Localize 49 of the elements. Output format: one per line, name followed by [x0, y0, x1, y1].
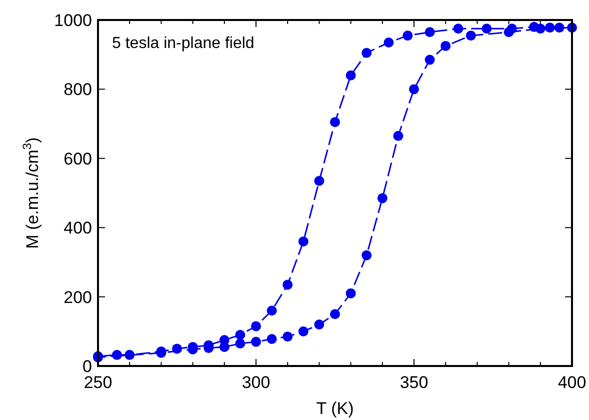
point: [466, 30, 476, 41]
point: [298, 236, 308, 246]
point: [330, 117, 340, 128]
point: [504, 27, 514, 38]
point: [453, 24, 464, 34]
point: [251, 336, 261, 347]
point: [362, 48, 372, 58]
x-axis-title: T (K): [316, 399, 354, 418]
x-tick-label: 350: [400, 373, 428, 392]
point: [330, 309, 340, 320]
x-tick-label: 300: [242, 373, 270, 392]
point: [266, 306, 277, 316]
y-tick-label: 600: [64, 149, 92, 168]
point: [362, 250, 372, 260]
point: [235, 330, 246, 340]
point: [384, 37, 394, 48]
y-tick-label: 800: [64, 80, 92, 100]
y-tick-label: 1000: [54, 10, 92, 30]
point: [172, 344, 182, 354]
x-tick-label: 250: [84, 373, 112, 392]
point: [544, 22, 555, 33]
point: [282, 332, 293, 342]
point: [402, 30, 413, 41]
point: [266, 334, 277, 344]
point: [535, 24, 546, 34]
point: [314, 319, 324, 330]
point: [393, 130, 404, 141]
y-tick-label: 400: [64, 218, 92, 238]
point: [112, 350, 122, 360]
point: [251, 321, 261, 332]
annotation: 5 tesla in-plane field: [112, 35, 254, 52]
point: [235, 338, 246, 349]
point: [482, 24, 492, 34]
point: [424, 27, 435, 38]
point: [124, 350, 135, 360]
point: [346, 70, 356, 80]
point: [424, 54, 435, 65]
point: [346, 288, 356, 298]
point: [314, 176, 324, 186]
y-tick-label: 200: [64, 288, 92, 307]
y-tick-label: 0: [82, 356, 92, 376]
point: [440, 40, 451, 51]
x-tick-label: 400: [558, 373, 586, 392]
point: [298, 326, 308, 336]
point: [377, 193, 388, 204]
point: [282, 280, 293, 290]
point: [554, 22, 564, 33]
point: [219, 342, 230, 352]
point: [409, 84, 419, 94]
